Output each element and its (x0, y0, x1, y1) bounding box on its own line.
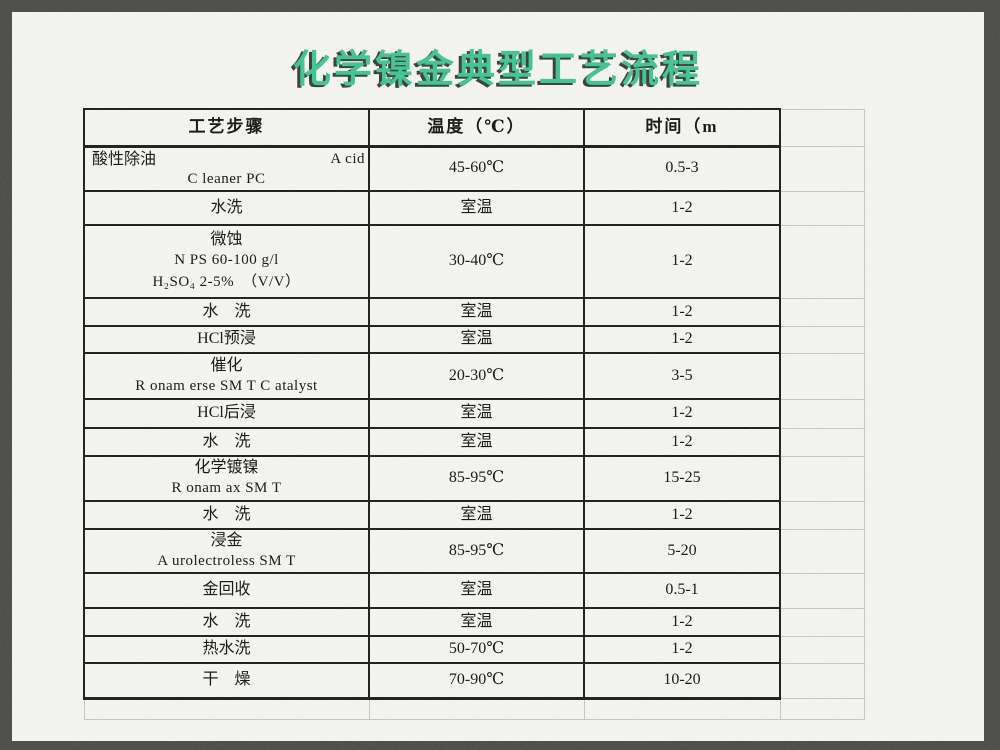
time-cell: 1-2 (583, 635, 781, 664)
header-step: 工艺步骤 (83, 108, 370, 148)
step-text: 酸性除油 A cid (92, 150, 365, 168)
step-cell: 热水洗 (83, 635, 370, 664)
ghost-cell (779, 635, 865, 664)
temp-cell: 50-70℃ (368, 635, 585, 664)
ghost-row (83, 697, 865, 720)
ghost-cell (779, 108, 865, 147)
step-cell: 水 洗 (83, 427, 370, 457)
time-cell: 1-2 (583, 500, 781, 530)
ghost-cell (779, 145, 865, 192)
temp-cell: 70-90℃ (368, 662, 585, 700)
temp-cell: 85-95℃ (368, 455, 585, 502)
ghost-cell (779, 427, 865, 457)
time-cell: 1-2 (583, 325, 781, 354)
ghost-cell (779, 398, 865, 429)
temp-cell: 30-40℃ (368, 224, 585, 299)
table-row: 催化 R onam erse SM T C atalyst 20-30℃ 3-5 (83, 352, 865, 400)
table-row: 化学镀镍 R onam ax SM T 85-95℃ 15-25 (83, 455, 865, 502)
time-cell: 1-2 (583, 398, 781, 429)
process-table: 工艺步骤 温度（℃） 时间（m 酸性除油 A cid C leaner PC 4… (83, 108, 865, 720)
ghost-cell (779, 190, 865, 226)
table-row: 水洗 室温 1-2 (83, 190, 865, 226)
ghost-cell (779, 500, 865, 530)
time-cell: 10-20 (583, 662, 781, 700)
header-row: 工艺步骤 温度（℃） 时间（m (83, 108, 865, 148)
table-row: 水 洗 室温 1-2 (83, 607, 865, 637)
time-cell: 0.5-1 (583, 572, 781, 609)
time-cell: 1-2 (583, 427, 781, 457)
ghost-cell (779, 607, 865, 637)
ghost-cell (779, 224, 865, 299)
temp-cell: 室温 (368, 325, 585, 354)
temp-cell: 室温 (368, 190, 585, 226)
step-cell: 干 燥 (83, 662, 370, 700)
temp-cell: 85-95℃ (368, 528, 585, 574)
table-row: 水 洗 室温 1-2 (83, 427, 865, 457)
step-cell: 水 洗 (83, 607, 370, 637)
temp-cell: 室温 (368, 427, 585, 457)
step-cell: HCl预浸 (83, 325, 370, 354)
header-time: 时间（m (583, 108, 781, 148)
header-temperature: 温度（℃） (368, 108, 585, 148)
table-row: 热水洗 50-70℃ 1-2 (83, 635, 865, 664)
temp-cell: 20-30℃ (368, 352, 585, 400)
step-cell: 酸性除油 A cid C leaner PC (83, 145, 370, 192)
ghost-cell (779, 572, 865, 609)
time-cell: 1-2 (583, 297, 781, 327)
step-cell: 水洗 (83, 190, 370, 226)
step-cell: 金回收 (83, 572, 370, 609)
time-cell: 1-2 (583, 224, 781, 299)
table-row: 微蚀 N PS 60-100 g/l H₂SO₄ 2-5% （V/V） 30-4… (83, 224, 865, 299)
ghost-cell (779, 297, 865, 327)
slide: 化学镍金典型工艺流程 工艺步骤 温度（℃） 时间（m 酸性除油 A cid C … (12, 12, 984, 741)
time-cell: 5-20 (583, 528, 781, 574)
time-cell: 1-2 (583, 190, 781, 226)
step-cell: 催化 R onam erse SM T C atalyst (83, 352, 370, 400)
step-cell: HCl后浸 (83, 398, 370, 429)
ghost-cell (83, 697, 370, 720)
table-row: 酸性除油 A cid C leaner PC 45-60℃ 0.5-3 (83, 145, 865, 192)
table-row: 水 洗 室温 1-2 (83, 500, 865, 530)
temp-cell: 45-60℃ (368, 145, 585, 192)
ghost-cell (368, 697, 585, 720)
temp-cell: 室温 (368, 297, 585, 327)
step-cell: 水 洗 (83, 297, 370, 327)
table-row: 干 燥 70-90℃ 10-20 (83, 662, 865, 700)
step-cell: 微蚀 N PS 60-100 g/l H₂SO₄ 2-5% （V/V） (83, 224, 370, 299)
step-cell: 化学镀镍 R onam ax SM T (83, 455, 370, 502)
temp-cell: 室温 (368, 500, 585, 530)
temp-cell: 室温 (368, 607, 585, 637)
ghost-cell (779, 662, 865, 699)
time-cell: 15-25 (583, 455, 781, 502)
slide-title: 化学镍金典型工艺流程 (292, 49, 703, 91)
table-row: 金回收 室温 0.5-1 (83, 572, 865, 609)
time-cell: 1-2 (583, 607, 781, 637)
temp-cell: 室温 (368, 398, 585, 429)
temp-cell: 室温 (368, 572, 585, 609)
time-cell: 0.5-3 (583, 145, 781, 192)
step-cell: 浸金 A urolectroless SM T (83, 528, 370, 574)
ghost-cell (779, 325, 865, 354)
ghost-cell (583, 697, 781, 720)
ghost-cell (779, 528, 865, 574)
table-row: 浸金 A urolectroless SM T 85-95℃ 5-20 (83, 528, 865, 574)
ghost-cell (779, 352, 865, 400)
table-row: HCl预浸 室温 1-2 (83, 325, 865, 354)
ghost-cell (779, 697, 865, 720)
ghost-cell (779, 455, 865, 502)
table-row: 水 洗 室温 1-2 (83, 297, 865, 327)
table-row: HCl后浸 室温 1-2 (83, 398, 865, 429)
time-cell: 3-5 (583, 352, 781, 400)
step-cell: 水 洗 (83, 500, 370, 530)
